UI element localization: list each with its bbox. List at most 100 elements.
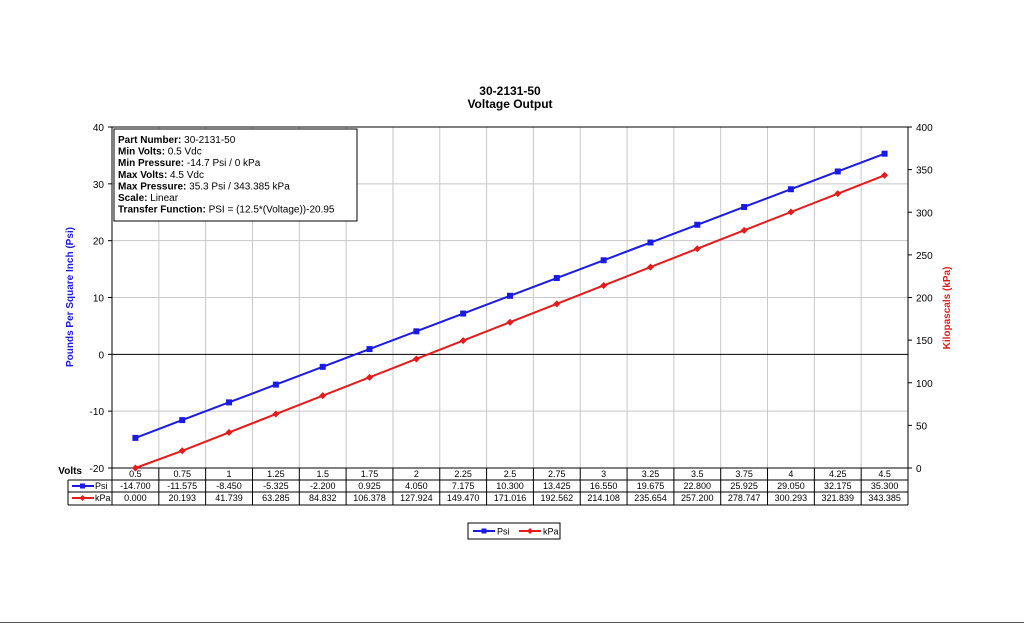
table-cell: 300.293: [775, 493, 808, 503]
info-key: Min Pressure:: [118, 158, 184, 169]
table-cell: 127.924: [400, 493, 433, 503]
psi-point: [647, 239, 654, 246]
right-tick-label: 400: [916, 123, 933, 134]
table-cell: -8.450: [216, 481, 242, 491]
psi-point: [319, 363, 326, 370]
plot-border: [111, 126, 909, 469]
x-tick-label: 1.5: [316, 469, 329, 479]
left-tick-label: 30: [93, 180, 105, 191]
table-row-header: Psi: [95, 481, 108, 491]
kpa-point: [881, 171, 889, 179]
kpa-point: [506, 318, 514, 326]
table-cell: 13.425: [543, 481, 571, 491]
psi-point: [460, 310, 467, 317]
info-key: Scale:: [118, 193, 147, 204]
info-value: 0.5 Vdc: [165, 147, 202, 158]
x-tick-label: 2.25: [454, 469, 472, 479]
psi-point: [553, 275, 560, 282]
right-tick-label: 200: [916, 294, 933, 305]
table-cell: 7.175: [452, 481, 475, 491]
table-cell: 84.832: [309, 493, 337, 503]
x-tick-label: 0.75: [173, 469, 191, 479]
right-tick-label: 300: [916, 208, 933, 219]
table-cell: -2.200: [310, 481, 336, 491]
table-cell: 22.800: [684, 481, 712, 491]
info-key: Min Volts:: [118, 147, 165, 158]
y-axis-label-left: Pounds Per Square Inch (Psi): [65, 227, 76, 367]
x-tick-label: 4.25: [829, 469, 847, 479]
x-tick-label: 0.5: [129, 469, 142, 479]
psi-point: [226, 399, 233, 406]
psi-point: [600, 257, 607, 264]
psi-point: [366, 346, 373, 353]
kpa-point: [787, 208, 795, 216]
info-line: Max Pressure: 35.3 Psi / 343.385 kPa: [118, 181, 290, 192]
info-value: 35.3 Psi / 343.385 kPa: [186, 181, 290, 192]
table-cell: -14.700: [120, 481, 151, 491]
info-line: Min Volts: 0.5 Vdc: [118, 147, 202, 158]
left-tick-label: 20: [93, 237, 105, 248]
table-cell: 41.739: [215, 493, 243, 503]
table-cell: 235.654: [634, 493, 667, 503]
info-line: Max Volts: 4.5 Vdc: [118, 170, 204, 181]
table-cell: 257.200: [681, 493, 714, 503]
psi-point: [413, 328, 420, 335]
kpa-point: [693, 245, 701, 253]
x-tick-label: 1.75: [361, 469, 379, 479]
kpa-point: [319, 392, 327, 400]
kpa-point: [740, 226, 748, 234]
left-tick-label: 0: [98, 350, 104, 361]
x-tick-label: 2: [414, 469, 419, 479]
page-bottom-rule: [0, 622, 1024, 623]
right-tick-label: 50: [916, 421, 928, 432]
psi-point: [179, 417, 186, 424]
x-tick-label: 1: [227, 469, 232, 479]
x-tick-label: 1.25: [267, 469, 285, 479]
kpa-point: [412, 355, 420, 363]
right-tick-label: 350: [916, 166, 933, 177]
series-layer: [131, 150, 889, 472]
left-tick-label: 40: [93, 123, 105, 134]
info-value: Linear: [147, 193, 178, 204]
table-cell: -11.575: [167, 481, 197, 491]
kpa-point: [131, 464, 139, 472]
table-cell: 192.562: [541, 493, 574, 503]
table-cell: 19.675: [637, 481, 665, 491]
legend-label: kPa: [543, 527, 559, 537]
kpa-point: [646, 263, 654, 271]
data-table: 0.5 0.75 1 1.25 1.5 1.75 2 2.25 2.5 2.75 3 3.25 3.5 3…: [67, 468, 909, 506]
table-cell: 20.193: [168, 493, 196, 503]
kpa-point: [553, 300, 561, 308]
info-value: PSI = (12.5*(Voltage))-20.95: [206, 205, 335, 216]
info-line: Min Pressure: -14.7 Psi / 0 kPa: [118, 158, 261, 169]
psi-point: [507, 292, 513, 299]
info-line: Transfer Function: PSI = (12.5*(Voltage)…: [118, 205, 335, 216]
info-key: Max Volts:: [118, 170, 167, 181]
right-tick-label: 250: [916, 251, 933, 262]
info-key: Max Pressure:: [118, 181, 186, 192]
y-axis-label-right: Kilopascals (kPa): [942, 267, 953, 350]
x-tick-label: 3.75: [735, 469, 753, 479]
left-tick-label: -20: [90, 464, 105, 475]
psi-point: [694, 221, 701, 228]
table-cell: 29.050: [777, 481, 805, 491]
x-tick-label: 3: [601, 469, 606, 479]
table-key-marker: [80, 483, 85, 489]
kpa-point: [834, 190, 842, 198]
psi-point: [741, 203, 748, 210]
psi-point: [834, 168, 841, 175]
x-tick-label: 3.5: [691, 469, 704, 479]
info-value: -14.7 Psi / 0 kPa: [184, 158, 261, 169]
legend-frame: [467, 522, 561, 540]
psi-point: [272, 381, 279, 388]
psi-point: [881, 150, 888, 157]
psi-point: [787, 186, 794, 193]
left-tick-label: 10: [93, 294, 105, 305]
x-tick-label: 4: [788, 469, 793, 479]
x-tick-label: 2.5: [504, 469, 517, 479]
table-cell: 25.925: [730, 481, 758, 491]
table-cell: 4.050: [405, 481, 428, 491]
